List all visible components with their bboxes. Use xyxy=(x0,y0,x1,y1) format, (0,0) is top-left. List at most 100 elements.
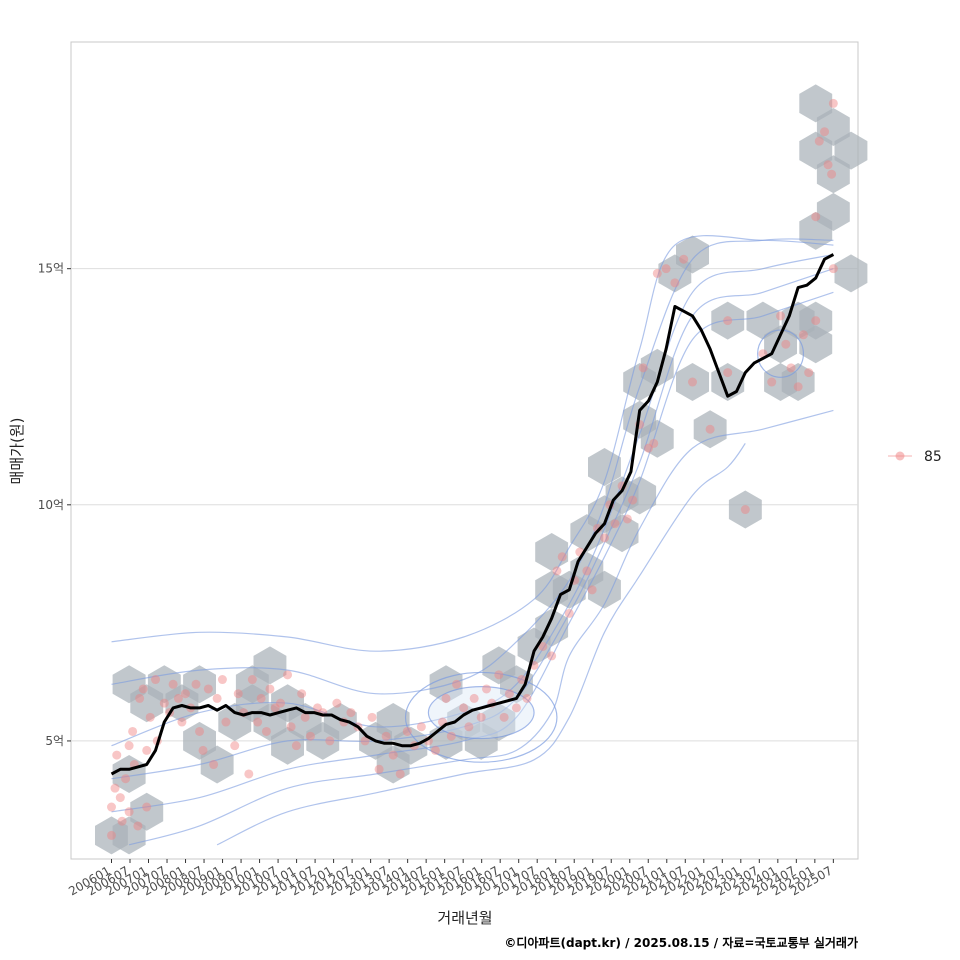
y-tick-label-0: 5억 xyxy=(45,734,64,748)
point-27 xyxy=(195,726,205,736)
point-90 xyxy=(564,608,574,618)
point-75 xyxy=(469,693,479,703)
point-87 xyxy=(547,651,557,661)
hex-bin-52 xyxy=(693,410,727,449)
hex-bin-39 xyxy=(588,570,621,609)
contour-6 xyxy=(216,443,746,846)
point-28 xyxy=(198,745,208,755)
caption: ©디아파트(dapt.kr) / 2025.08.15 / 자료=국토교통부 실… xyxy=(504,935,858,950)
hex-bin-15 xyxy=(253,646,287,685)
x-axis-title: 거래년월 xyxy=(437,909,492,927)
point-126 xyxy=(820,127,830,137)
point-21 xyxy=(168,679,178,689)
point-34 xyxy=(230,741,240,751)
trend-line xyxy=(110,253,835,776)
point-98 xyxy=(610,519,620,529)
point-80 xyxy=(499,712,509,722)
point-103 xyxy=(638,363,648,373)
point-4 xyxy=(115,793,125,803)
point-37 xyxy=(244,769,254,779)
point-38 xyxy=(247,675,257,685)
point-83 xyxy=(517,675,527,685)
point-9 xyxy=(128,726,138,736)
point-104 xyxy=(643,443,653,453)
point-112 xyxy=(723,316,733,326)
x-axis-ticks: 2006012006072007012007072008012008072009… xyxy=(66,859,835,899)
hex-bin-69 xyxy=(799,131,833,170)
point-30 xyxy=(209,760,219,770)
data-points xyxy=(106,98,838,840)
point-116 xyxy=(767,377,777,387)
point-46 xyxy=(286,722,296,732)
hex-bin-44 xyxy=(623,476,657,515)
point-68 xyxy=(430,745,440,755)
point-61 xyxy=(381,731,391,741)
point-41 xyxy=(261,726,271,736)
point-13 xyxy=(138,684,148,694)
point-93 xyxy=(582,566,592,576)
point-127 xyxy=(823,160,833,170)
point-107 xyxy=(661,264,671,274)
point-62 xyxy=(388,750,398,760)
hex-bin-70 xyxy=(834,254,868,293)
hex-bin-67 xyxy=(816,155,850,194)
point-40 xyxy=(256,693,266,703)
point-128 xyxy=(827,169,837,179)
point-66 xyxy=(416,722,426,732)
legend-label: 85 xyxy=(924,449,942,465)
hex-bin-55 xyxy=(728,490,762,529)
point-119 xyxy=(786,363,796,373)
point-32 xyxy=(217,675,227,685)
point-110 xyxy=(688,377,698,387)
point-51 xyxy=(312,703,322,713)
point-15 xyxy=(142,802,152,812)
point-84 xyxy=(522,693,532,703)
point-24 xyxy=(180,689,190,699)
point-121 xyxy=(798,330,808,340)
point-77 xyxy=(482,684,492,694)
hex-bin-41 xyxy=(588,448,621,486)
point-114 xyxy=(740,505,750,515)
point-45 xyxy=(283,670,293,680)
point-122 xyxy=(804,368,814,378)
point-58 xyxy=(360,736,370,746)
point-42 xyxy=(265,684,275,694)
point-96 xyxy=(599,533,609,543)
point-106 xyxy=(652,268,662,278)
contour-ring-2 xyxy=(757,329,805,378)
point-79 xyxy=(494,670,504,680)
hex-bins xyxy=(95,84,868,855)
y-tick-label-2: 15억 xyxy=(38,262,64,276)
point-43 xyxy=(270,703,280,713)
hex-bin-23 xyxy=(376,703,410,741)
hex-bin-10 xyxy=(200,745,234,784)
point-31 xyxy=(212,693,222,703)
point-47 xyxy=(291,741,301,751)
point-35 xyxy=(233,689,243,699)
hex-bin-17 xyxy=(271,726,304,765)
hex-bin-3 xyxy=(130,792,164,831)
point-39 xyxy=(253,717,263,727)
contour-ring-1 xyxy=(404,671,558,763)
point-118 xyxy=(781,339,791,349)
point-1 xyxy=(106,802,116,812)
point-76 xyxy=(476,712,486,722)
hex-bin-9 xyxy=(183,721,216,760)
hex-bin-2 xyxy=(112,755,146,793)
point-73 xyxy=(459,703,469,713)
point-29 xyxy=(203,684,213,694)
point-117 xyxy=(776,311,786,321)
point-50 xyxy=(305,731,315,741)
point-60 xyxy=(374,764,384,774)
hex-bin-66 xyxy=(816,108,850,146)
hex-bin-64 xyxy=(816,193,850,231)
point-89 xyxy=(557,552,567,562)
point-44 xyxy=(276,698,286,708)
point-59 xyxy=(367,712,377,722)
point-120 xyxy=(793,382,803,392)
point-111 xyxy=(705,424,715,434)
point-12 xyxy=(135,693,145,703)
hex-bin-50 xyxy=(676,235,709,274)
hex-bin-1 xyxy=(112,816,146,855)
point-53 xyxy=(325,736,335,746)
